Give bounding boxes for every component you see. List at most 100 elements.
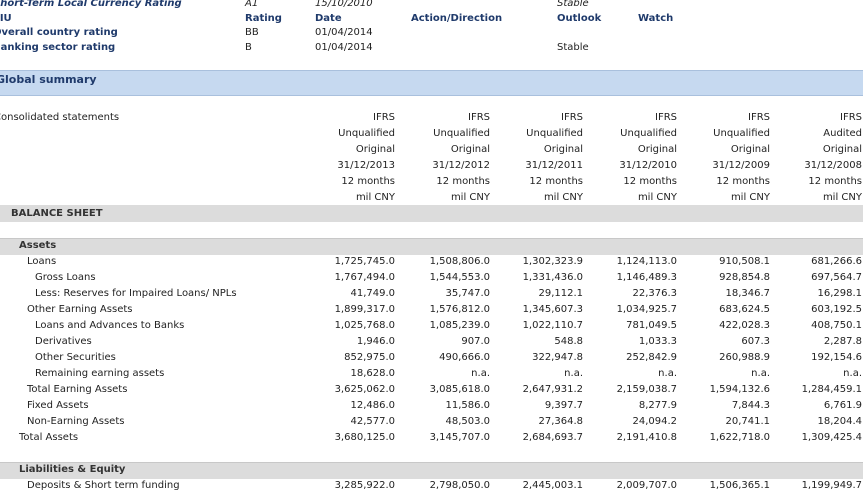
cell-value: 1,146,489.3	[616, 272, 677, 283]
rating-cell: Stable	[557, 42, 589, 53]
rating-header: Date	[315, 13, 342, 24]
cell-value: 1,594,132.6	[709, 384, 770, 395]
cell-value: 1,284,459.1	[801, 384, 862, 395]
cell-value: 2,287.8	[823, 336, 862, 347]
cell-value: 41,749.0	[350, 288, 395, 299]
cell-value: 16,298.1	[817, 288, 862, 299]
rating-cell: B	[245, 42, 252, 53]
cell-value: 1,899,317.0	[334, 304, 395, 315]
rating-cell: Overall country rating	[0, 27, 118, 38]
cell-value: 681,266.6	[811, 256, 862, 267]
statements-label: Consolidated statements	[0, 112, 120, 123]
column-header: Unqualified	[526, 128, 583, 139]
cell-value: n.a.	[564, 368, 583, 379]
column-header: 12 months	[529, 176, 583, 187]
column-header: Unqualified	[338, 128, 395, 139]
column-header: Original	[637, 144, 677, 155]
cell-value: 1,302,323.9	[522, 256, 583, 267]
column-header: IFRS	[840, 112, 862, 123]
row-label: Non-Earning Assets	[27, 416, 125, 427]
column-header: IFRS	[561, 112, 583, 123]
column-header: mil CNY	[730, 192, 770, 203]
column-header: IFRS	[655, 112, 677, 123]
cell-value: 192,154.6	[811, 352, 862, 363]
cell-value: 548.8	[554, 336, 583, 347]
column-header: Unqualified	[433, 128, 490, 139]
cell-value: 2,445,003.1	[522, 480, 583, 491]
cell-value: 29,112.1	[538, 288, 583, 299]
cell-value: 1,085,239.0	[429, 320, 490, 331]
rating-header: Rating	[245, 13, 282, 24]
rating-cell: A1	[245, 0, 259, 9]
section-title: Assets	[19, 240, 57, 251]
column-header: Unqualified	[620, 128, 677, 139]
cell-value: 1,345,607.3	[522, 304, 583, 315]
cell-value: 3,085,618.0	[429, 384, 490, 395]
column-header: 31/12/2011	[525, 160, 583, 171]
rating-cell: BB	[245, 27, 259, 38]
column-header: 12 months	[436, 176, 490, 187]
cell-value: 24,094.2	[632, 416, 677, 427]
column-header: mil CNY	[355, 192, 395, 203]
cell-value: 22,376.3	[632, 288, 677, 299]
row-label: Other Securities	[35, 352, 116, 363]
cell-value: n.a.	[658, 368, 677, 379]
balance-sheet-title: BALANCE SHEET	[11, 208, 103, 219]
cell-value: 1,033.3	[638, 336, 677, 347]
cell-value: 907.0	[461, 336, 490, 347]
cell-value: 20,741.1	[725, 416, 770, 427]
cell-value: 408,750.1	[811, 320, 862, 331]
rating-header: Outlook	[557, 13, 602, 24]
cell-value: 1,767,494.0	[334, 272, 395, 283]
row-label: Loans	[27, 256, 57, 267]
rating-cell: Banking sector rating	[0, 42, 116, 53]
balance-sheet-bar	[0, 205, 863, 222]
column-header: Unqualified	[713, 128, 770, 139]
rating-cell: 01/04/2014	[315, 27, 373, 38]
cell-value: 1,022,110.7	[522, 320, 583, 331]
cell-value: 3,285,922.0	[334, 480, 395, 491]
column-header: 31/12/2009	[712, 160, 770, 171]
section-title: Liabilities & Equity	[19, 464, 126, 475]
column-header: 12 months	[808, 176, 862, 187]
cell-value: 1,506,365.1	[709, 480, 770, 491]
column-header: mil CNY	[450, 192, 490, 203]
rating-header: Watch	[638, 13, 674, 24]
cell-value: 42,577.0	[350, 416, 395, 427]
cell-value: 35,747.0	[445, 288, 490, 299]
cell-value: 18,628.0	[350, 368, 395, 379]
cell-value: 7,844.3	[731, 400, 770, 411]
cell-value: 12,486.0	[350, 400, 395, 411]
cell-value: 781,049.5	[626, 320, 677, 331]
column-header: mil CNY	[637, 192, 677, 203]
rating-header: Action/Direction	[411, 13, 503, 24]
row-label: Total Earning Assets	[27, 384, 128, 395]
cell-value: 1,025,768.0	[334, 320, 395, 331]
column-header: 31/12/2013	[337, 160, 395, 171]
cell-value: n.a.	[751, 368, 770, 379]
cell-value: 2,159,038.7	[616, 384, 677, 395]
cell-value: 1,946.0	[356, 336, 395, 347]
cell-value: 3,625,062.0	[334, 384, 395, 395]
cell-value: 18,204.4	[817, 416, 862, 427]
cell-value: 2,191,410.8	[616, 432, 677, 443]
row-label: Total Assets	[19, 432, 79, 443]
column-header: mil CNY	[822, 192, 862, 203]
cell-value: 1,622,718.0	[709, 432, 770, 443]
cell-value: 928,854.8	[719, 272, 770, 283]
cell-value: 6,761.9	[823, 400, 862, 411]
column-header: 12 months	[341, 176, 395, 187]
cell-value: 2,647,931.2	[522, 384, 583, 395]
section-title: Global summary	[0, 73, 97, 86]
cell-value: 1,034,925.7	[616, 304, 677, 315]
cell-value: 1,199,949.7	[801, 480, 862, 491]
row-label: Gross Loans	[35, 272, 96, 283]
cell-value: 1,331,436.0	[522, 272, 583, 283]
cell-value: 252,842.9	[626, 352, 677, 363]
cell-value: 910,508.1	[719, 256, 770, 267]
cell-value: 2,684,693.7	[522, 432, 583, 443]
cell-value: 2,798,050.0	[429, 480, 490, 491]
cell-value: 1,544,553.0	[429, 272, 490, 283]
cell-value: 2,009,707.0	[616, 480, 677, 491]
column-header: IFRS	[468, 112, 490, 123]
